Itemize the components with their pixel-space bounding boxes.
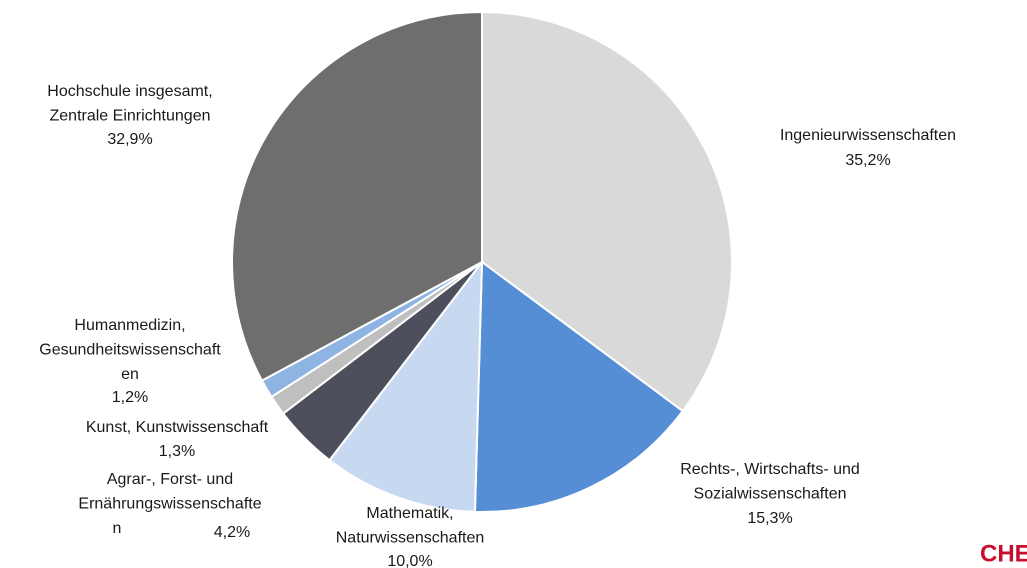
labels: Ingenieurwissenschaften 35,2% Rechts-, Wir… (39, 83, 956, 568)
category-label: Hochschule insgesamt, Zentrale Einrichtun… (47, 83, 212, 125)
value-label: 10,0% (387, 553, 432, 568)
category-label: Agrar-, Forst- und Ernährungswissenschaft… (78, 471, 261, 537)
category-label: Rechts-, Wirtschafts- und Sozialwissensch… (680, 461, 860, 503)
value-label: 32,9% (107, 131, 152, 148)
pie-slice (481, 10, 733, 413)
pie-slice (328, 258, 484, 513)
category-label: Humanmedizin, Gesundheitswissenschaft en (39, 317, 221, 383)
pie-slice (473, 260, 685, 513)
value-label: 4,2% (214, 524, 250, 541)
pie-slice (231, 10, 483, 382)
value-label: 15,3% (747, 510, 792, 527)
category-label: Ingenieurwissenschaften (780, 127, 956, 144)
category-label: Mathematik, Naturwissenschaften (336, 505, 485, 547)
value-label: 1,3% (159, 443, 195, 460)
value-label: 35,2% (845, 152, 890, 169)
logo: CHE (980, 540, 1027, 567)
pie (231, 10, 733, 513)
value-label: 1,2% (112, 389, 148, 406)
category-label: Kunst, Kunstwissenschaft (86, 419, 269, 436)
